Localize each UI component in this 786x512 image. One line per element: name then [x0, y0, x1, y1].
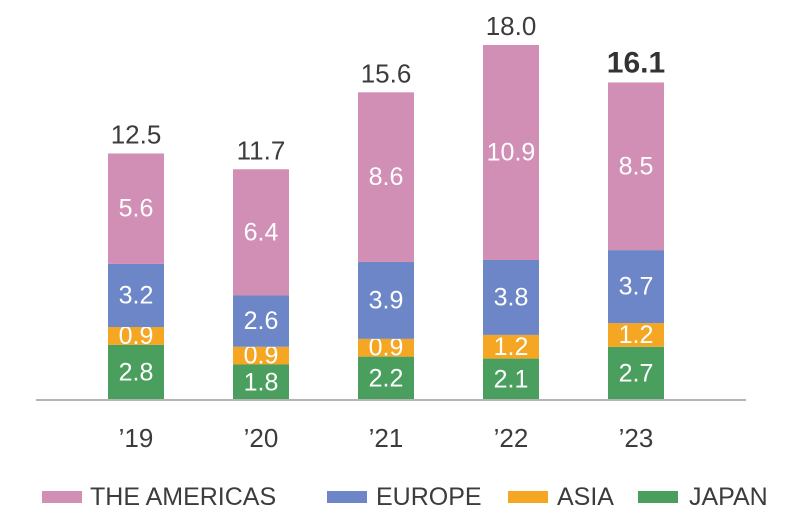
x-tick-label-1: ’20: [244, 423, 279, 453]
segment-value-the-americas-0: 5.6: [119, 195, 154, 223]
segment-value-asia-3: 1.2: [494, 333, 529, 361]
segment-value-japan-3: 2.1: [494, 365, 529, 393]
bars-group: 2.80.93.25.612.51.80.92.66.411.72.20.93.…: [108, 11, 665, 400]
legend: THE AMERICAS EUROPE ASIA JAPAN: [42, 483, 768, 511]
legend-swatch-asia: [508, 491, 548, 503]
bar-segment-the-americas-2: [358, 92, 414, 262]
segment-value-europe-1: 2.6: [244, 307, 279, 335]
segment-value-europe-3: 3.8: [494, 283, 529, 311]
legend-label-the-americas: THE AMERICAS: [90, 483, 276, 511]
segment-value-europe-0: 3.2: [119, 281, 154, 309]
segment-value-the-americas-3: 10.9: [487, 138, 536, 166]
segment-value-japan-0: 2.8: [119, 358, 154, 386]
legend-swatch-the-americas: [42, 491, 82, 503]
bar-segment-japan-3: [483, 358, 539, 400]
segment-value-japan-1: 1.8: [244, 368, 279, 396]
bar-segment-europe-4: [608, 250, 664, 324]
segment-value-the-americas-1: 6.4: [244, 218, 279, 246]
legend-swatch-japan: [638, 491, 678, 503]
segment-value-japan-2: 2.2: [369, 364, 404, 392]
bar-segment-japan-1: [233, 364, 289, 400]
segment-value-europe-4: 3.7: [619, 273, 654, 301]
total-label-0: 12.5: [111, 119, 162, 149]
legend-label-japan: JAPAN: [689, 483, 768, 511]
bar-segment-europe-3: [483, 259, 539, 335]
total-label-1: 11.7: [237, 135, 286, 165]
x-tick-labels: ’19 ’20 ’21 ’22 ’23: [119, 423, 654, 453]
bar-segment-the-americas-0: [108, 153, 164, 264]
bar-segment-asia-1: [233, 346, 289, 365]
bar-segment-japan-2: [358, 356, 414, 400]
segment-value-japan-4: 2.7: [619, 359, 654, 387]
x-tick-label-4: ’23: [619, 423, 654, 453]
legend-label-europe: EUROPE: [376, 483, 482, 511]
bar-segment-japan-0: [108, 344, 164, 400]
bar-segment-the-americas-4: [608, 82, 664, 251]
x-tick-label-0: ’19: [119, 423, 154, 453]
bar-segment-japan-4: [608, 346, 664, 400]
segment-value-the-americas-2: 8.6: [369, 163, 404, 191]
bar-segment-asia-4: [608, 323, 664, 347]
bar-segment-europe-1: [233, 295, 289, 347]
legend-swatch-europe: [327, 491, 367, 503]
x-tick-label-3: ’22: [494, 423, 529, 453]
bar-segment-asia-0: [108, 327, 164, 345]
bar-segment-the-americas-1: [233, 169, 289, 296]
bar-segment-europe-0: [108, 263, 164, 328]
bar-segment-europe-2: [358, 261, 414, 339]
bar-segment-asia-2: [358, 338, 414, 357]
total-label-3: 18.0: [486, 11, 537, 41]
segment-value-the-americas-4: 8.5: [619, 152, 654, 180]
segment-value-europe-2: 3.9: [369, 286, 404, 314]
x-tick-label-2: ’21: [369, 423, 404, 453]
bar-segment-asia-3: [483, 334, 539, 359]
legend-label-asia: ASIA: [557, 483, 614, 511]
total-label-4: 16.1: [607, 46, 665, 79]
segment-value-asia-4: 1.2: [619, 321, 654, 349]
bar-segment-the-americas-3: [483, 45, 539, 260]
total-label-2: 15.6: [361, 58, 412, 88]
